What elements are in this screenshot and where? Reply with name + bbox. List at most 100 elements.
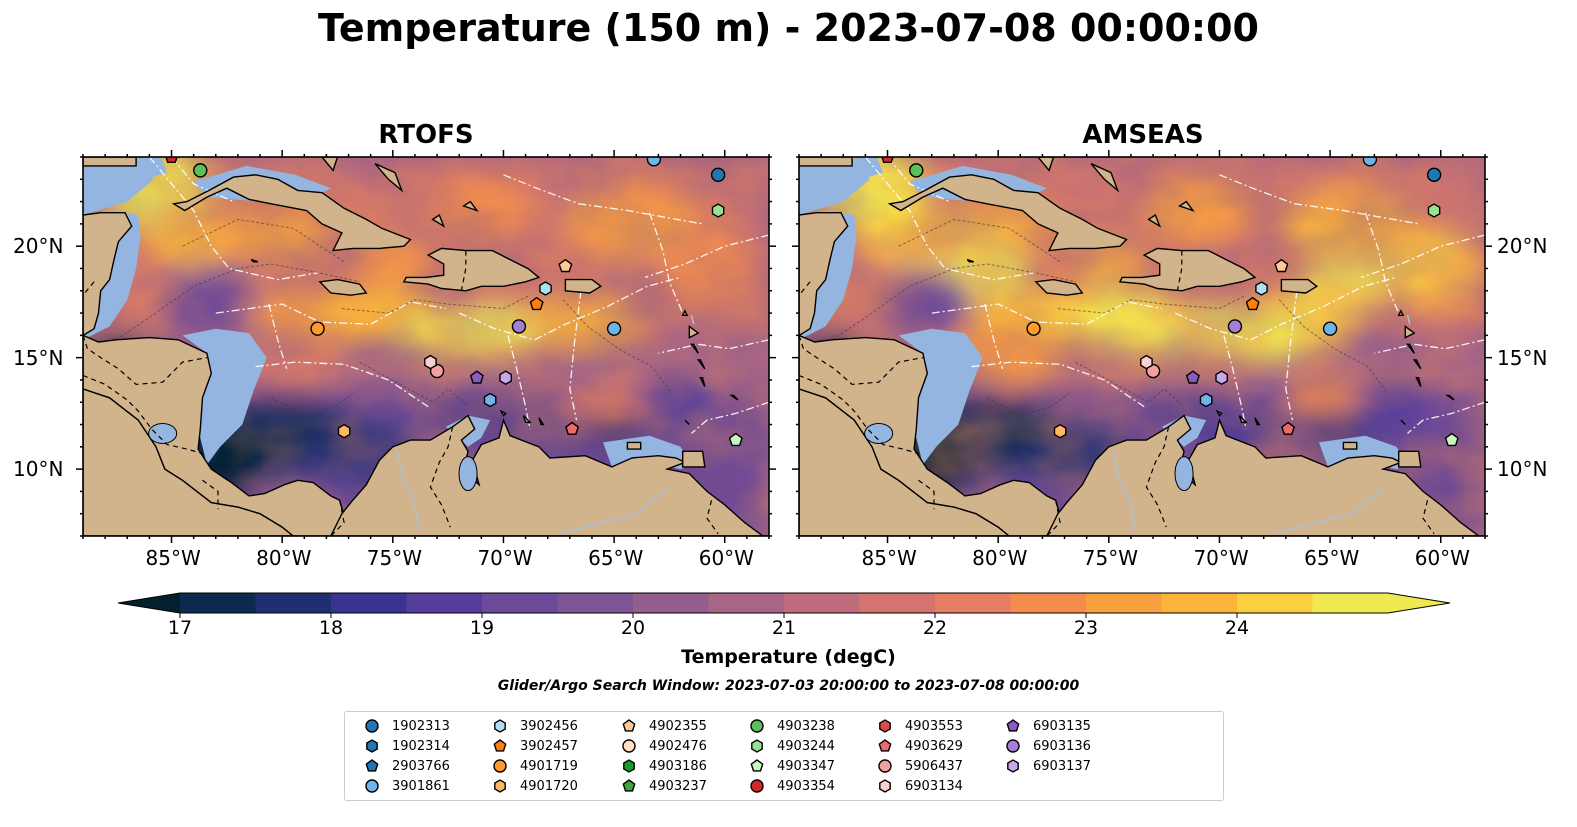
country-border [1046, 500, 1061, 536]
hexagon-marker-icon [879, 779, 891, 793]
depth-contour [1057, 294, 1247, 314]
hexagon-marker-icon [494, 719, 506, 733]
eez-boundary [1285, 290, 1298, 421]
land [318, 278, 368, 296]
legend-label: 4901719 [520, 758, 578, 774]
legend-label: 3902456 [520, 718, 578, 734]
float-marker-4903238 [193, 163, 208, 178]
eez-boundary [215, 301, 447, 325]
colorbar-extend-min [118, 593, 180, 613]
land [887, 174, 1128, 252]
lake-nicaragua [148, 422, 178, 444]
x-tick-label: 80°W [256, 546, 312, 570]
legend-marker [878, 759, 892, 773]
land [1254, 417, 1261, 426]
colorbar-bin [180, 593, 256, 613]
legend-item-4902476: 4902476 [621, 737, 707, 755]
river [690, 315, 695, 325]
land [83, 211, 133, 337]
colorbar-bin [1312, 593, 1389, 613]
land [1397, 450, 1422, 468]
river [1274, 486, 1386, 535]
land [1397, 309, 1405, 316]
x-tick-label: 60°W [698, 546, 754, 570]
land [83, 334, 345, 536]
legend-marker [365, 779, 379, 793]
float-marker-6903135 [1185, 370, 1200, 384]
hexagon-marker-icon [623, 759, 635, 773]
map-panel-rtofs [76, 150, 776, 543]
x-tick-label: 70°W [1193, 546, 1249, 570]
legend-marker [494, 779, 506, 793]
float-marker-6903134 [1140, 354, 1153, 370]
colorbar-extend-max [1388, 593, 1450, 613]
land [564, 278, 603, 294]
float-marker-6903137 [1215, 370, 1229, 386]
float-marker-1902313 [710, 167, 726, 183]
map-frame [82, 156, 770, 537]
legend-label: 6903137 [1033, 758, 1091, 774]
float-marker [1199, 392, 1213, 408]
y-tick-label-left: 10°N [13, 457, 64, 482]
float-marker-3901861 [1362, 157, 1378, 167]
legend-label: 4903186 [649, 758, 707, 774]
eez-boundary [644, 234, 769, 279]
float-marker-4903629 [1281, 421, 1296, 435]
colorbar-bin [708, 593, 785, 613]
circle-marker-icon [365, 719, 379, 733]
x-tick-label: 70°W [477, 546, 533, 570]
colorbar-tick-label: 20 [620, 617, 646, 639]
legend-marker [751, 739, 763, 753]
land [1404, 324, 1416, 339]
colorbar [117, 592, 1451, 618]
colorbar-tick-label: 21 [771, 617, 797, 639]
eez-boundary [1407, 401, 1485, 434]
float-marker-4902355 [558, 258, 573, 273]
colorbar-bin [557, 593, 634, 613]
float-marker [1322, 321, 1338, 336]
y-tick-label-right: 10°N [1497, 457, 1548, 482]
float-marker [165, 157, 178, 164]
legend-marker [622, 719, 636, 732]
y-tick-label-right: 15°N [1497, 345, 1548, 370]
x-tick-label: 65°W [1304, 546, 1360, 570]
country-border [799, 281, 811, 296]
colorbar-tick-label: 23 [1073, 617, 1099, 639]
river [1406, 315, 1411, 325]
legend-item-4902355: 4902355 [621, 717, 707, 735]
eez-boundary [1360, 234, 1485, 279]
eez-boundary [886, 157, 950, 203]
float-marker-4903244 [711, 203, 725, 218]
float-marker-4903347 [728, 432, 743, 447]
legend-label: 4903237 [649, 778, 707, 794]
depth-contour [986, 392, 1070, 417]
country-border [799, 374, 919, 455]
circle-marker-icon [1006, 739, 1020, 753]
land [431, 213, 446, 228]
depth-contour [341, 294, 531, 314]
eez-boundary [255, 361, 429, 408]
land [1178, 200, 1195, 212]
float-marker-6903136 [511, 319, 527, 334]
legend-marker [622, 779, 636, 792]
land [696, 359, 706, 370]
land [699, 377, 706, 387]
land [1445, 394, 1455, 401]
colorbar-bin [1237, 593, 1313, 613]
country-border [83, 374, 203, 455]
float-marker-3902457 [529, 296, 544, 311]
eez-boundary [458, 276, 681, 341]
eez-boundary [971, 361, 1145, 408]
eez-boundary [691, 401, 769, 434]
lake-maracaibo [1174, 456, 1194, 492]
eez-boundary [984, 303, 1004, 369]
depth-contour [799, 263, 1076, 363]
land [1342, 441, 1358, 450]
legend-item-6903137: 6903137 [1005, 757, 1091, 775]
land [321, 157, 339, 172]
legend-label: 6903136 [1033, 738, 1091, 754]
land [1034, 278, 1084, 296]
colorbar-tick-label: 22 [922, 617, 948, 639]
float-marker-5906437 [1145, 363, 1161, 379]
float-marker-4901720 [1053, 423, 1067, 439]
